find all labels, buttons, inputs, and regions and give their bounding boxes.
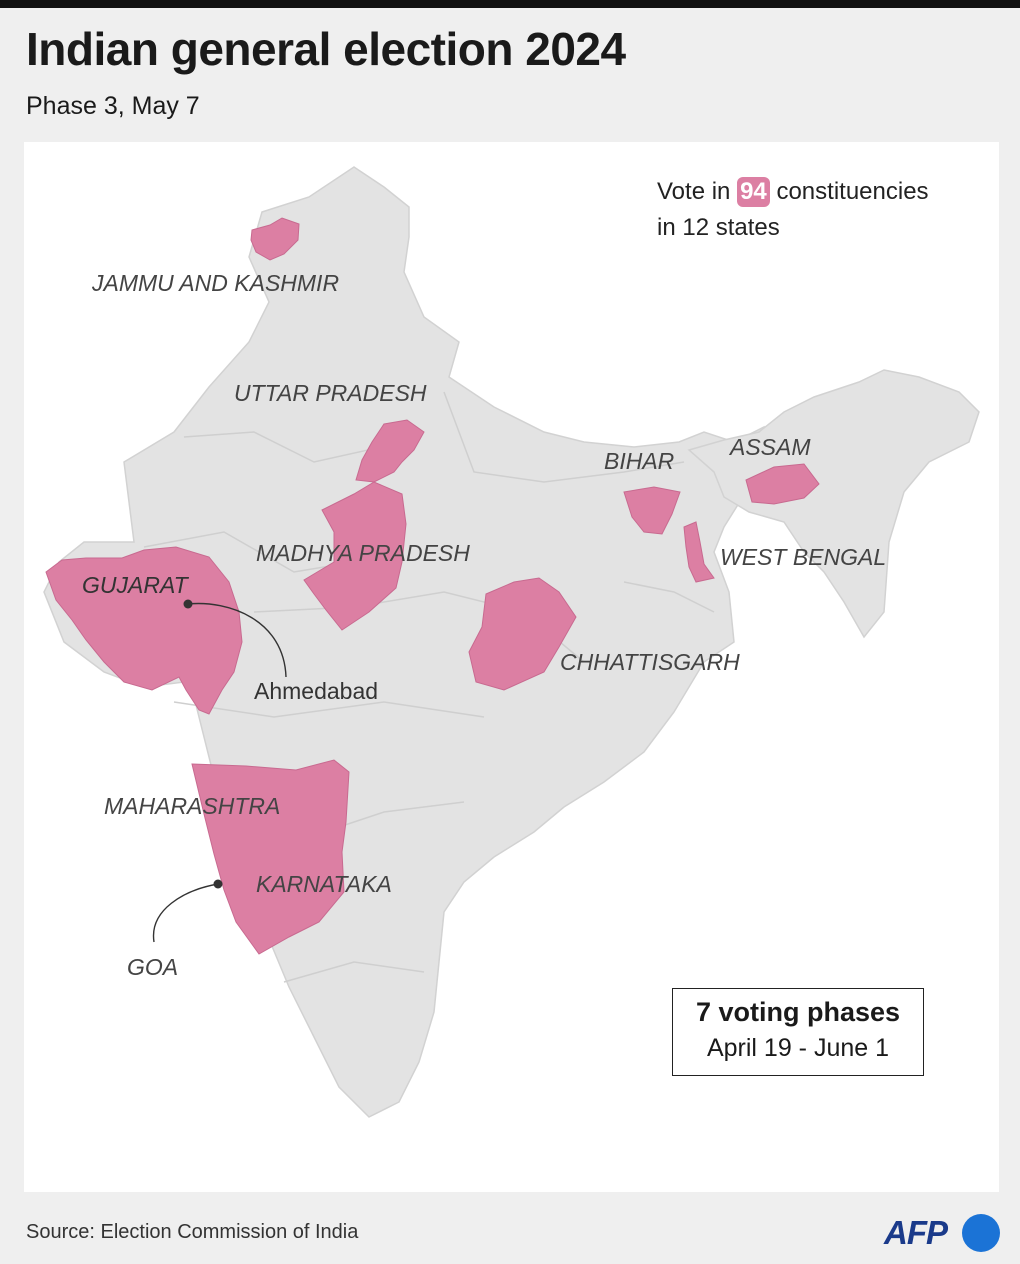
label-uttar-pradesh: UTTAR PRADESH [234, 380, 427, 406]
label-jammu-kashmir: JAMMU AND KASHMIR [92, 270, 340, 296]
india-landmass [43, 166, 765, 1118]
west-bengal-region [683, 521, 715, 583]
northeast-landmass [687, 369, 980, 639]
page-title: Indian general election 2024 [26, 23, 626, 75]
constituency-count-badge: 94 [737, 177, 770, 207]
constituency-summary: Vote in 94 constituencies in 12 states [657, 174, 929, 246]
voting-phases-box: 7 voting phases April 19 - June 1 [672, 988, 924, 1076]
label-goa: GOA [127, 954, 179, 980]
summary-suffix: constituencies [776, 178, 929, 205]
maharashtra-karnataka-region [191, 759, 350, 955]
bihar-region [623, 486, 681, 535]
jammu-kashmir-region [250, 217, 300, 261]
chhattisgarh-region [468, 577, 577, 691]
assam-region [745, 463, 820, 505]
afp-logo: AFP [884, 1210, 1002, 1254]
label-karnataka: KARNATAKA [256, 871, 392, 897]
source-note: Source: Election Commission of India [26, 1221, 359, 1243]
label-west-bengal: WEST BENGAL [720, 544, 887, 570]
map-panel: Vote in 94 constituencies in 12 states J… [24, 142, 999, 1192]
voting-phases-title: 7 voting phases [695, 997, 901, 1027]
afp-logo-dot [962, 1214, 1000, 1252]
top-bar [0, 0, 1020, 8]
ahmedabad-marker [183, 599, 193, 609]
leader-lines [152, 602, 287, 943]
madhya-pradesh-region [303, 481, 407, 631]
label-bihar: BIHAR [604, 448, 675, 474]
summary-states-line: in 12 states [657, 214, 780, 241]
label-madhya-pradesh: MADHYA PRADESH [256, 540, 470, 566]
label-assam: ASSAM [730, 434, 811, 460]
label-ahmedabad: Ahmedabad [254, 678, 379, 704]
label-chhattisgarh: CHHATTISGARH [560, 649, 740, 675]
page-subtitle: Phase 3, May 7 [26, 92, 200, 120]
afp-logo-text: AFP [884, 1214, 948, 1251]
india-map [43, 166, 980, 1118]
label-gujarat: GUJARAT [82, 572, 188, 598]
gujarat-region [45, 546, 243, 715]
phase3-states [45, 217, 820, 955]
uttar-pradesh-region [355, 419, 425, 483]
label-maharashtra: MAHARASHTRA [104, 793, 281, 819]
summary-prefix: Vote in [657, 178, 731, 205]
voting-phases-dates: April 19 - June 1 [706, 1034, 890, 1062]
goa-marker [213, 879, 223, 889]
